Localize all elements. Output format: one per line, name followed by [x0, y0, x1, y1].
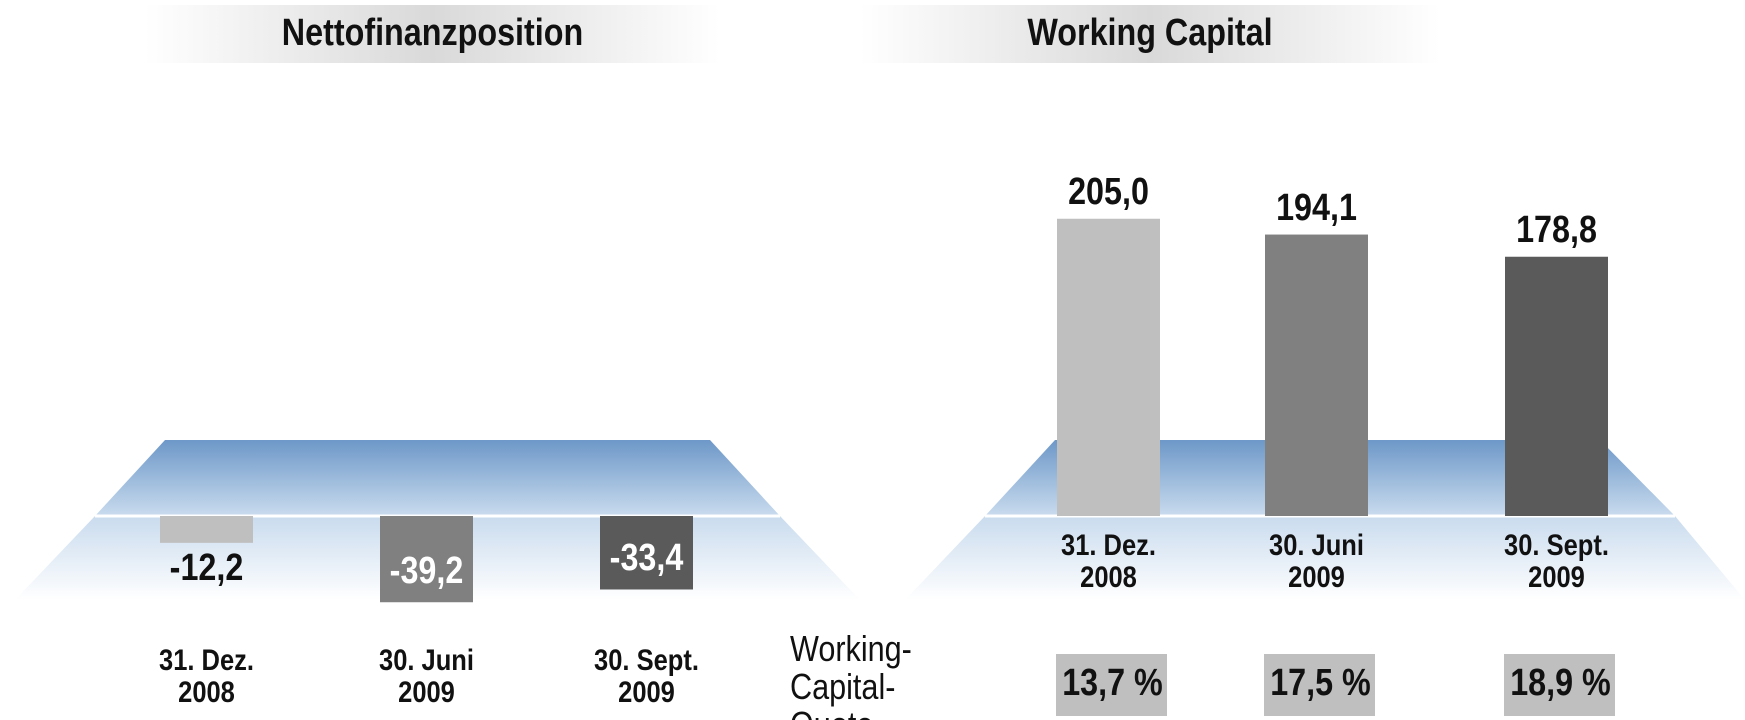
value-label: 205,0: [1068, 170, 1149, 213]
quote-box: [1264, 654, 1375, 716]
quote-title: Working-Capital-Quote: [790, 628, 912, 720]
category-label: 30. Juni 2009: [1269, 529, 1364, 594]
quote-box: [1504, 654, 1615, 716]
category-label: 31. Dez. 2008: [159, 644, 254, 709]
value-label: -33,4: [609, 537, 684, 580]
category-label: 30. Sept. 2009: [594, 644, 699, 709]
category-label: 31. Dez. 2008: [1061, 529, 1156, 594]
chart-title: Nettofinanzposition: [281, 12, 584, 54]
bar: [1057, 218, 1160, 516]
value-label: -39,2: [389, 550, 464, 593]
chart-title: Working Capital: [1027, 12, 1273, 54]
title-banner: [860, 5, 1440, 63]
bar: [160, 516, 253, 543]
quote-box: [1056, 654, 1167, 716]
value-label: 178,8: [1516, 208, 1597, 251]
value-label: -12,2: [169, 546, 244, 589]
bar: [380, 516, 473, 603]
platform-top: [95, 440, 780, 516]
value-label: 194,1: [1276, 186, 1357, 229]
bar: [600, 516, 693, 590]
quote-label: 17,5 %: [1270, 662, 1371, 704]
title-banner: [145, 5, 720, 63]
category-label: 30. Juni 2009: [379, 644, 474, 709]
category-label: 30. Sept. 2009: [1504, 529, 1609, 594]
quote-label: 13,7 %: [1062, 662, 1163, 704]
bar: [1505, 256, 1608, 516]
platform-front: [905, 516, 1745, 600]
bar: [1265, 234, 1368, 516]
quote-label: 18,9 %: [1510, 662, 1611, 704]
